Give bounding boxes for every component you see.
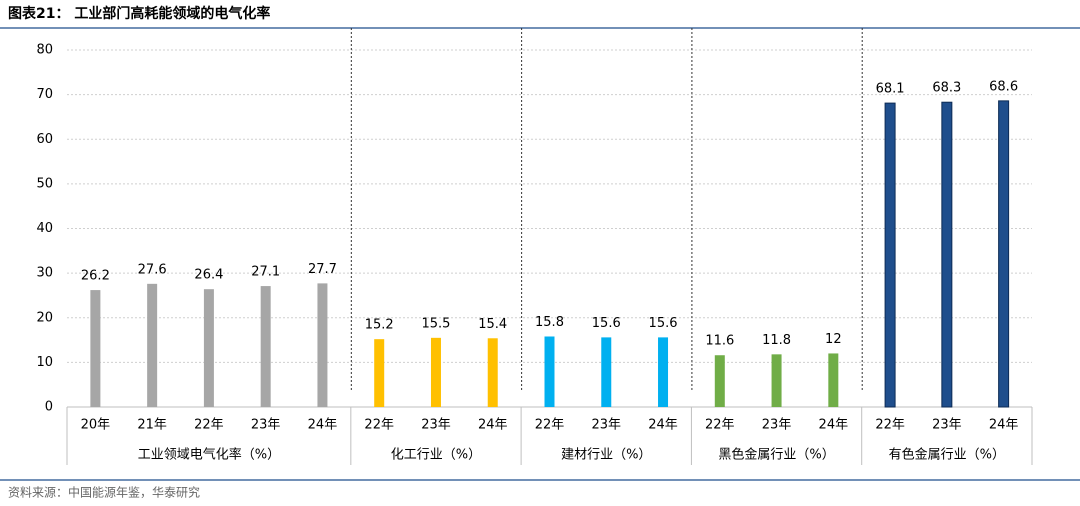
x-tick-label: 23年 — [251, 418, 281, 433]
x-tick-label: 22年 — [194, 418, 224, 433]
bar — [260, 286, 271, 407]
data-label: 27.1 — [251, 265, 280, 280]
y-tick-label: 40 — [36, 221, 53, 236]
x-tick-label: 22年 — [875, 418, 905, 433]
bar — [828, 353, 839, 407]
bar — [317, 283, 328, 407]
x-tick-label: 24年 — [478, 418, 508, 433]
x-tick-label: 21年 — [137, 418, 167, 433]
y-tick-label: 80 — [36, 43, 53, 58]
bar — [374, 339, 385, 407]
x-tick-label: 24年 — [989, 418, 1019, 433]
data-label: 15.5 — [421, 316, 450, 331]
y-tick-label: 50 — [36, 176, 53, 191]
y-tick-label: 0 — [45, 400, 53, 415]
y-tick-label: 70 — [36, 87, 53, 102]
bar — [601, 337, 612, 407]
source-note: 资料来源：中国能源年鉴，华泰研究 — [8, 485, 200, 500]
y-tick-label: 10 — [36, 355, 53, 370]
data-label: 68.3 — [932, 81, 961, 96]
y-tick-label: 60 — [36, 132, 53, 147]
bar — [430, 337, 441, 407]
data-label: 26.4 — [194, 268, 223, 283]
bar — [998, 100, 1010, 408]
group-label: 有色金属行业（%） — [889, 447, 1005, 463]
group-label: 工业领域电气化率（%） — [138, 447, 280, 463]
y-tick-label: 30 — [36, 266, 53, 281]
data-label: 15.6 — [649, 316, 678, 331]
data-label: 15.4 — [478, 317, 507, 332]
x-tick-label: 23年 — [591, 418, 621, 433]
x-tick-label: 23年 — [932, 418, 962, 433]
group-label: 化工行业（%） — [391, 448, 481, 463]
data-label: 15.2 — [365, 318, 394, 333]
group-label: 黑色金属行业（%） — [718, 447, 834, 463]
bar — [941, 101, 953, 408]
y-tick-label: 20 — [36, 310, 53, 325]
bar — [487, 338, 498, 407]
bar — [714, 355, 725, 407]
data-label: 26.2 — [81, 269, 110, 284]
data-label: 68.6 — [989, 79, 1018, 94]
bar — [147, 283, 158, 407]
x-tick-label: 22年 — [705, 418, 735, 433]
bar — [658, 337, 669, 407]
data-label: 15.8 — [535, 315, 564, 330]
data-label: 68.1 — [876, 82, 905, 97]
group-label: 建材行业（%） — [561, 448, 651, 463]
bar — [884, 102, 896, 408]
data-label: 11.6 — [705, 334, 734, 349]
x-tick-label: 20年 — [81, 418, 111, 433]
chart-title: 图表21： 工业部门高耗能领域的电气化率 — [8, 5, 270, 22]
data-label: 27.7 — [308, 262, 337, 277]
x-tick-label: 23年 — [421, 418, 451, 433]
x-tick-label: 24年 — [648, 418, 678, 433]
x-tick-label: 22年 — [535, 418, 565, 433]
bar — [203, 289, 214, 407]
data-label: 12 — [825, 332, 842, 347]
data-label: 11.8 — [762, 333, 791, 348]
bar — [544, 336, 555, 407]
bar — [90, 290, 101, 407]
x-tick-label: 24年 — [308, 418, 338, 433]
x-tick-label: 23年 — [762, 418, 792, 433]
x-tick-label: 24年 — [819, 418, 849, 433]
bar — [771, 354, 782, 407]
data-label: 27.6 — [138, 262, 167, 277]
x-tick-label: 22年 — [364, 418, 394, 433]
data-label: 15.6 — [592, 316, 621, 331]
